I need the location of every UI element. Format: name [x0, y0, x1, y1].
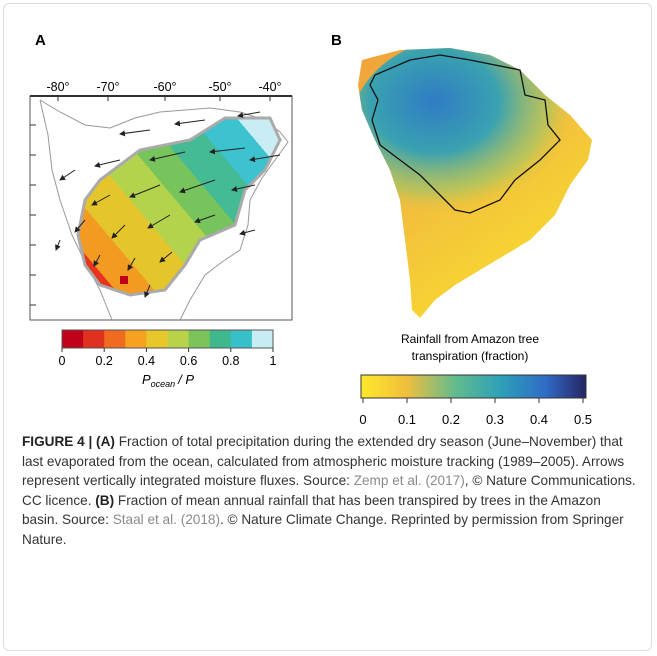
caption-link[interactable]: Staal et al. (2018) [112, 512, 220, 528]
colorbar-cell [146, 330, 168, 348]
lon-tick-label: -70° [96, 80, 119, 94]
colorbar-tick-label: 0.4 [138, 354, 155, 368]
colorbar-tick-label: 0 [359, 412, 366, 427]
flux-arrow [119, 129, 151, 137]
colorbar-tick-label: 0.5 [574, 412, 592, 427]
colorbar-cell [62, 330, 84, 348]
caption-normal: , © Nature Communications. CC licence. [22, 473, 636, 508]
colorbar-tick-label: 0.2 [96, 354, 113, 368]
lon-tick-label: -60° [153, 80, 176, 94]
colorbar-tick-label: 0.8 [222, 354, 239, 368]
colorbar-frame [61, 329, 274, 349]
flux-arrow [93, 254, 101, 267]
flux-arrow [194, 214, 216, 224]
flux-arrow [149, 151, 186, 162]
flux-arrow [209, 147, 246, 155]
lon-tick-label: -80° [46, 80, 69, 94]
colorbar-cell [167, 330, 190, 348]
flux-arrow [239, 229, 256, 236]
colorbar-tick-label: 1 [270, 354, 277, 368]
panel-label: B [331, 32, 342, 49]
flux-arrow [179, 179, 216, 194]
lon-tick-label: -50° [208, 80, 231, 94]
panel-label: A [35, 32, 46, 49]
caption-normal: . © Nature Climate Change. Reprinted by … [22, 512, 624, 547]
map-b [358, 48, 592, 318]
colorbar-cell [188, 330, 211, 348]
caption-link[interactable]: Zemp et al. (2017) [353, 473, 465, 489]
flux-arrow [74, 219, 86, 233]
frame [3, 3, 652, 651]
flux-arrow [111, 224, 126, 239]
lon-tick-label: -40° [258, 80, 281, 94]
colorbar-title: Rainfall from Amazon tree [401, 332, 539, 346]
map-a [29, 95, 293, 321]
caption-bold: FIGURE 4 | (A) [22, 434, 115, 449]
colorbar-tick-label: 0.4 [530, 412, 548, 427]
symbol: P [142, 372, 151, 387]
colorbar-tick-label: 0.3 [486, 412, 504, 427]
flux-arrow [59, 169, 76, 181]
caption-bold: (B) [95, 492, 115, 508]
figure: A B -80° -70° -60° -50° -40° 0 0.2 0.4 0.6 0.8 1 … [29, 32, 592, 427]
flux-arrow [91, 194, 111, 206]
flux-arrow [94, 159, 121, 168]
flux-arrow [237, 111, 261, 119]
subscript: ocean [151, 379, 176, 389]
flux-arrow [249, 154, 281, 163]
caption-normal: Fraction of total precipitation during t… [22, 434, 625, 489]
rest: / P [177, 372, 194, 387]
flux-arrow [174, 119, 206, 127]
colorbar-title: transpiration (fraction) [412, 349, 529, 363]
flux-arrow [159, 251, 173, 263]
colorbar-cell [104, 330, 126, 348]
colorbar [360, 374, 587, 399]
colorbar-cell [230, 330, 253, 348]
colorbar-tick-label: 0.2 [442, 412, 460, 427]
colorbar-cell [125, 330, 147, 348]
flux-arrow [129, 184, 161, 198]
colorbar-label: Pocean / P [142, 372, 194, 389]
caption-normal: Fraction of mean annual rainfall that ha… [22, 492, 601, 528]
colorbar-cell [83, 330, 105, 348]
flux-arrow [144, 284, 151, 298]
colorbar-cell [251, 330, 274, 348]
caption: FIGURE 4 | (A) Fraction of total precipi… [22, 432, 640, 550]
flux-arrow [55, 239, 61, 251]
colorbar-tick-label: 0.6 [180, 354, 197, 368]
colorbar-tick-label: 0.1 [398, 412, 416, 427]
flux-arrow [147, 214, 171, 229]
colorbar-cell [209, 330, 232, 348]
flux-arrow [127, 257, 136, 271]
colorbar-tick-label: 0 [59, 354, 66, 368]
flux-arrow [231, 184, 256, 192]
